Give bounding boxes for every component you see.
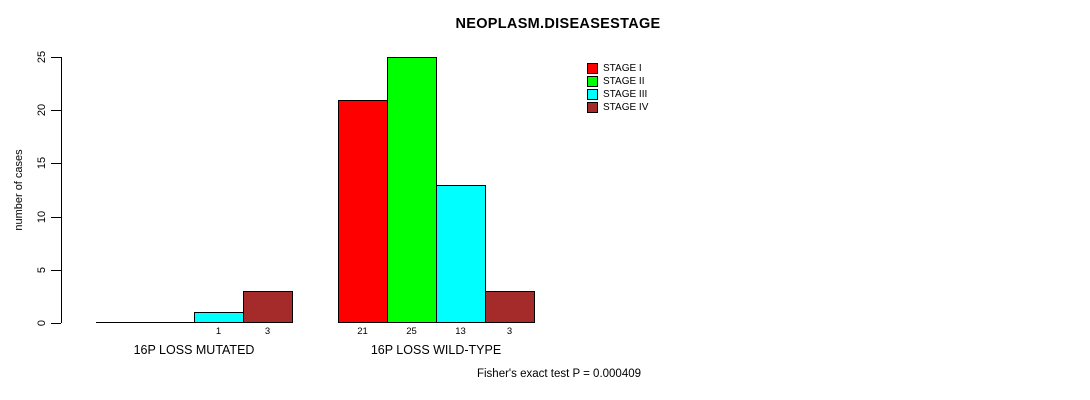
legend-item-stage-ii: STAGE II xyxy=(587,75,648,88)
y-tick-label-25: 25 xyxy=(36,50,48,64)
legend-swatch-stage-ii xyxy=(587,76,598,87)
group-label-16p-loss-wild-type: 16P LOSS WILD-TYPE xyxy=(370,343,502,357)
bar-stage-iii-16p-loss-mutated xyxy=(194,312,244,323)
chart-title: NEOPLASM.DISEASESTAGE xyxy=(455,16,661,32)
value-label-stage-i-16p-loss-wild-type: 21 xyxy=(357,326,368,337)
fisher-test-annotation: Fisher's exact test P = 0.000409 xyxy=(476,368,642,380)
legend-label-stage-ii: STAGE II xyxy=(603,76,645,87)
legend-swatch-stage-iii xyxy=(587,89,598,100)
legend-label-stage-i: STAGE I xyxy=(603,63,642,74)
legend-swatch-stage-iv xyxy=(587,102,598,113)
legend-item-stage-i: STAGE I xyxy=(587,62,648,75)
bar-stage-iv-16p-loss-wild-type xyxy=(485,291,535,323)
legend: STAGE I STAGE II STAGE III STAGE IV xyxy=(587,62,648,114)
y-tick-25 xyxy=(51,57,61,58)
y-tick-label-0: 0 xyxy=(36,319,48,327)
y-tick-20 xyxy=(51,110,61,111)
y-tick-10 xyxy=(51,217,61,218)
y-axis-line xyxy=(61,57,62,323)
value-label-stage-iii-16p-loss-wild-type: 13 xyxy=(455,326,466,337)
bar-stage-iv-16p-loss-mutated xyxy=(243,291,293,323)
y-tick-label-20: 20 xyxy=(36,103,48,117)
y-tick-label-15: 15 xyxy=(36,156,48,170)
legend-label-stage-iv: STAGE IV xyxy=(603,102,649,113)
value-label-stage-iv-16p-loss-mutated: 3 xyxy=(264,326,271,337)
legend-item-stage-iii: STAGE III xyxy=(587,88,648,101)
legend-item-stage-iv: STAGE IV xyxy=(587,101,648,114)
group-label-16p-loss-mutated: 16P LOSS MUTATED xyxy=(133,343,255,357)
y-tick-0 xyxy=(51,323,61,324)
value-label-stage-iv-16p-loss-wild-type: 3 xyxy=(506,326,513,337)
bar-stage-iii-16p-loss-wild-type xyxy=(436,185,486,323)
value-label-stage-ii-16p-loss-wild-type: 25 xyxy=(406,326,417,337)
legend-label-stage-iii: STAGE III xyxy=(603,89,648,100)
legend-swatch-stage-i xyxy=(587,63,598,74)
y-axis-title: number of cases xyxy=(13,149,25,231)
y-tick-15 xyxy=(51,163,61,164)
y-tick-5 xyxy=(51,270,61,271)
value-label-stage-iii-16p-loss-mutated: 1 xyxy=(215,326,222,337)
bar-stage-i-16p-loss-wild-type xyxy=(338,100,388,323)
y-tick-label-5: 5 xyxy=(36,266,48,274)
bar-stage-ii-16p-loss-wild-type xyxy=(387,57,437,323)
y-tick-label-10: 10 xyxy=(36,210,48,224)
